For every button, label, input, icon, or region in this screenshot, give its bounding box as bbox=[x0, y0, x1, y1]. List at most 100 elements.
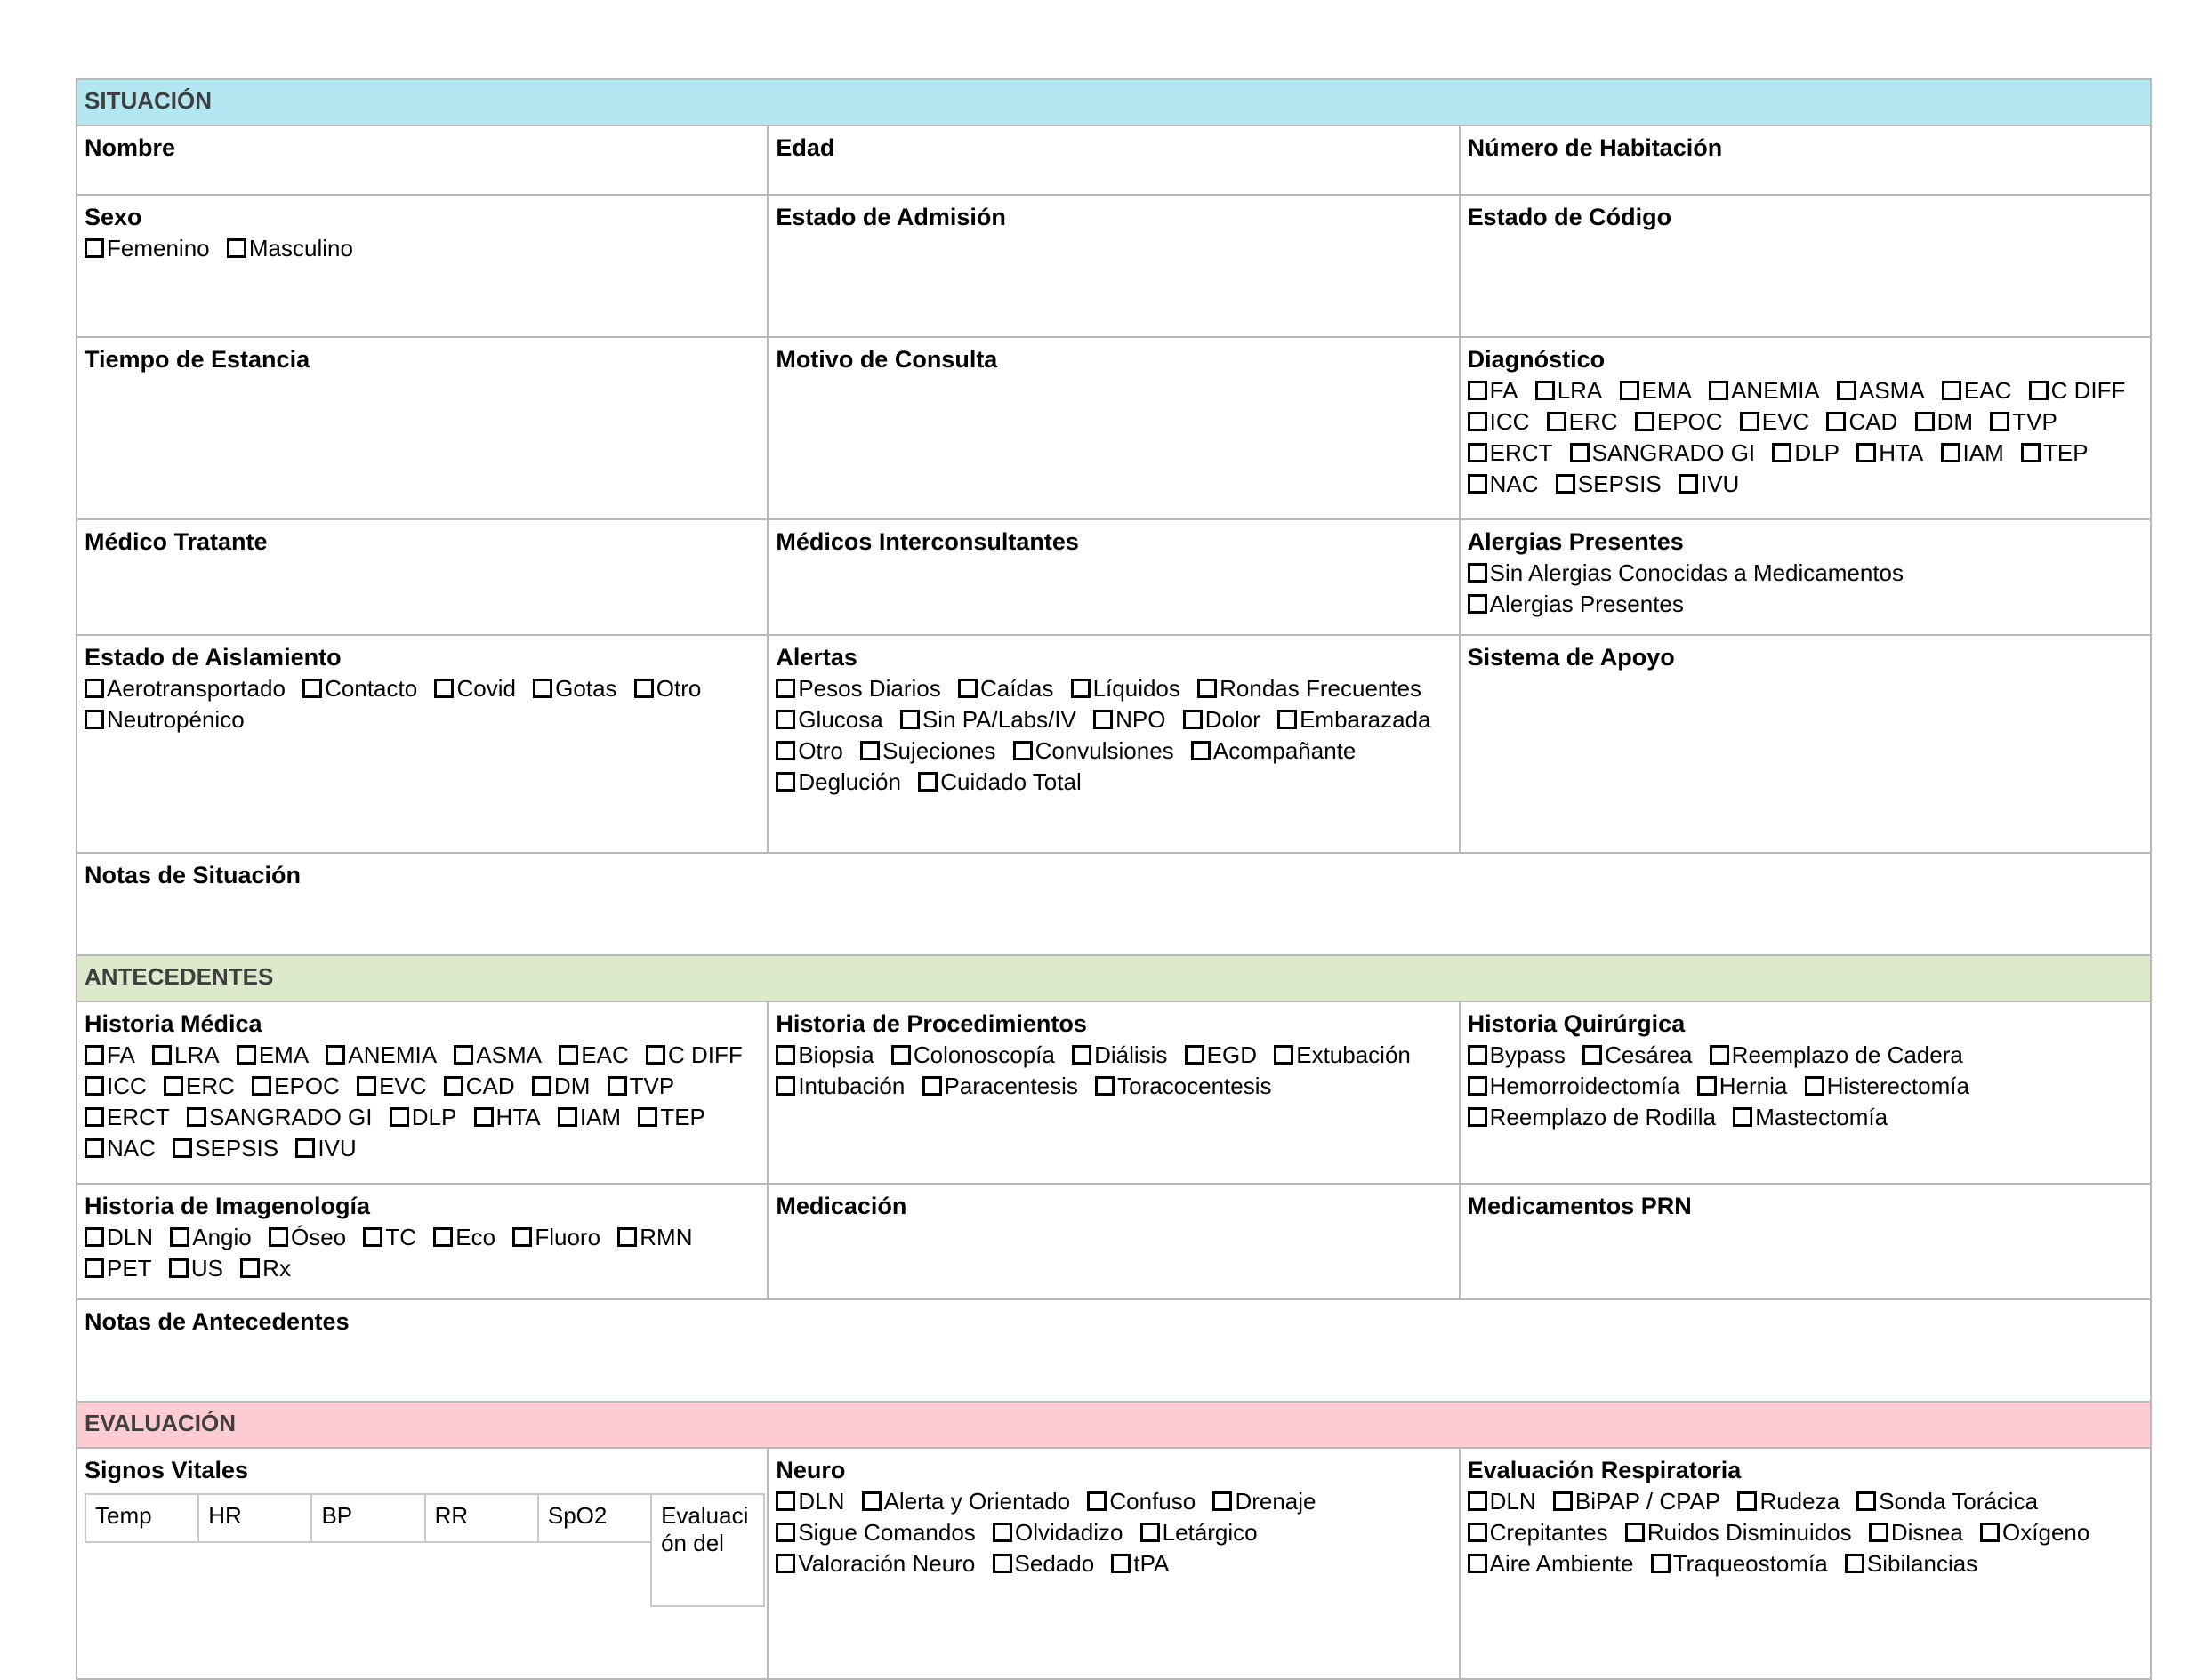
checkbox-option[interactable]: Sonda Torácica bbox=[1856, 1486, 2038, 1517]
checkbox-option[interactable]: EPOC bbox=[252, 1071, 340, 1102]
checkbox-icon[interactable] bbox=[1197, 679, 1218, 698]
checkbox-option[interactable]: ERCT bbox=[85, 1102, 170, 1133]
checkbox-option[interactable]: NPO bbox=[1093, 704, 1165, 736]
checkbox-icon[interactable] bbox=[1856, 1491, 1877, 1511]
checkbox-icon[interactable] bbox=[168, 1258, 189, 1278]
checkbox-icon[interactable] bbox=[1569, 443, 1590, 462]
checkbox-option[interactable]: Alerta y Orientado bbox=[861, 1486, 1070, 1517]
checkbox-option[interactable]: DLP bbox=[1772, 438, 1840, 469]
checkbox-icon[interactable] bbox=[252, 1076, 272, 1096]
checkbox-option[interactable]: Neutropénico bbox=[85, 704, 245, 736]
checkbox-icon[interactable] bbox=[85, 679, 104, 698]
checkbox-icon[interactable] bbox=[85, 710, 104, 729]
checkbox-option[interactable]: Colonoscopía bbox=[890, 1040, 1055, 1071]
checkbox-icon[interactable] bbox=[1467, 563, 1487, 583]
checkbox-option[interactable]: TEP bbox=[2020, 438, 2089, 469]
cell-nombre[interactable]: Nombre bbox=[75, 125, 769, 196]
cell-medicamentos-prn[interactable]: Medicamentos PRN bbox=[1458, 1183, 2153, 1300]
checkbox-icon[interactable] bbox=[1739, 412, 1759, 431]
vitals-col-evaluacion-del[interactable]: Evaluación del bbox=[650, 1493, 766, 1607]
checkbox-icon[interactable] bbox=[633, 679, 654, 698]
checkbox-option[interactable]: C DIFF bbox=[645, 1040, 743, 1071]
vitals-col-hr[interactable]: HR bbox=[197, 1493, 313, 1543]
checkbox-icon[interactable] bbox=[85, 1227, 104, 1247]
checkbox-icon[interactable] bbox=[776, 1554, 796, 1573]
checkbox-option[interactable]: Confuso bbox=[1087, 1486, 1196, 1517]
checkbox-icon[interactable] bbox=[1212, 1491, 1233, 1511]
checkbox-option[interactable]: FA bbox=[85, 1040, 135, 1071]
checkbox-icon[interactable] bbox=[1467, 443, 1487, 462]
checkbox-option[interactable]: ERCT bbox=[1467, 438, 1552, 469]
checkbox-icon[interactable] bbox=[1856, 443, 1877, 462]
checkbox-icon[interactable] bbox=[1990, 412, 2010, 431]
checkbox-option[interactable]: LRA bbox=[1534, 375, 1602, 406]
checkbox-option[interactable]: Histerectomía bbox=[1804, 1071, 1969, 1102]
checkbox-icon[interactable] bbox=[433, 1227, 454, 1247]
checkbox-option[interactable]: TVP bbox=[607, 1071, 674, 1102]
checkbox-option[interactable]: Bypass bbox=[1467, 1040, 1566, 1071]
checkbox-option[interactable]: EAC bbox=[1941, 375, 2011, 406]
checkbox-icon[interactable] bbox=[454, 1045, 474, 1065]
checkbox-icon[interactable] bbox=[434, 679, 455, 698]
checkbox-option[interactable]: SANGRADO GI bbox=[187, 1102, 373, 1133]
checkbox-option[interactable]: Cesárea bbox=[1582, 1040, 1692, 1071]
cell-medicacion[interactable]: Medicación bbox=[767, 1183, 1461, 1300]
checkbox-icon[interactable] bbox=[922, 1076, 942, 1096]
checkbox-icon[interactable] bbox=[607, 1076, 627, 1096]
cell-estado-aislamiento[interactable]: Estado de Aislamiento Aerotransportado C… bbox=[75, 634, 769, 854]
checkbox-icon[interactable] bbox=[2020, 443, 2041, 462]
checkbox-icon[interactable] bbox=[302, 679, 323, 698]
checkbox-option[interactable]: PET bbox=[85, 1253, 152, 1284]
checkbox-option[interactable]: SEPSIS bbox=[173, 1133, 278, 1164]
checkbox-option[interactable]: Rudeza bbox=[1737, 1486, 1840, 1517]
checkbox-icon[interactable] bbox=[1582, 1045, 1603, 1065]
checkbox-option[interactable]: HTA bbox=[1856, 438, 1923, 469]
checkbox-icon[interactable] bbox=[236, 1045, 256, 1065]
vitals-col-temp[interactable]: Temp bbox=[85, 1493, 200, 1543]
cell-historia-procedimientos[interactable]: Historia de Procedimientos Biopsia Colon… bbox=[767, 1001, 1461, 1185]
checkbox-icon[interactable] bbox=[1190, 741, 1211, 760]
checkbox-icon[interactable] bbox=[557, 1107, 577, 1127]
checkbox-option[interactable]: Drenaje bbox=[1212, 1486, 1316, 1517]
checkbox-option[interactable]: IAM bbox=[1940, 438, 2004, 469]
checkbox-icon[interactable] bbox=[1467, 1523, 1487, 1542]
checkbox-option[interactable]: DLN bbox=[776, 1486, 844, 1517]
checkbox-icon[interactable] bbox=[295, 1138, 316, 1158]
checkbox-icon[interactable] bbox=[512, 1227, 533, 1247]
checkbox-option[interactable]: Líquidos bbox=[1070, 673, 1180, 704]
checkbox-icon[interactable] bbox=[1467, 1076, 1487, 1096]
checkbox-icon[interactable] bbox=[85, 1045, 104, 1065]
cell-medico-tratante[interactable]: Médico Tratante bbox=[75, 518, 769, 636]
checkbox-icon[interactable] bbox=[443, 1076, 463, 1096]
vitals-col-bp[interactable]: BP bbox=[310, 1493, 426, 1543]
checkbox-option[interactable]: Rx bbox=[240, 1253, 291, 1284]
checkbox-icon[interactable] bbox=[890, 1045, 911, 1065]
checkbox-option[interactable]: Convulsiones bbox=[1012, 736, 1174, 767]
checkbox-option[interactable]: Glucosa bbox=[776, 704, 883, 736]
checkbox-icon[interactable] bbox=[357, 1076, 377, 1096]
checkbox-icon[interactable] bbox=[152, 1045, 173, 1065]
checkbox-icon[interactable] bbox=[776, 1523, 796, 1542]
cell-sexo[interactable]: Sexo Femenino Masculino bbox=[75, 194, 769, 338]
checkbox-option[interactable]: EMA bbox=[236, 1040, 309, 1071]
checkbox-option[interactable]: Biopsia bbox=[776, 1040, 874, 1071]
cell-alertas[interactable]: Alertas Pesos Diarios Caídas Líquidos Ro… bbox=[767, 634, 1461, 854]
checkbox-icon[interactable] bbox=[1678, 474, 1698, 494]
checkbox-option[interactable]: Contacto bbox=[302, 673, 417, 704]
checkbox-icon[interactable] bbox=[1555, 474, 1575, 494]
checkbox-option[interactable]: ERC bbox=[1546, 406, 1618, 438]
checkbox-option[interactable]: Masculino bbox=[226, 233, 353, 264]
checkbox-option[interactable]: Angio bbox=[170, 1222, 252, 1253]
checkbox-icon[interactable] bbox=[899, 710, 920, 729]
checkbox-option[interactable]: Mastectomía bbox=[1733, 1102, 1888, 1133]
checkbox-option[interactable]: Aire Ambiente bbox=[1467, 1548, 1634, 1580]
checkbox-option[interactable]: US bbox=[168, 1253, 223, 1284]
cell-medicos-interconsultantes[interactable]: Médicos Interconsultantes bbox=[767, 518, 1461, 636]
checkbox-option[interactable]: BiPAP / CPAP bbox=[1552, 1486, 1720, 1517]
checkbox-icon[interactable] bbox=[240, 1258, 261, 1278]
checkbox-icon[interactable] bbox=[1070, 679, 1091, 698]
checkbox-option[interactable]: DLN bbox=[1467, 1486, 1536, 1517]
checkbox-icon[interactable] bbox=[1826, 412, 1847, 431]
checkbox-option[interactable]: RMN bbox=[617, 1222, 692, 1253]
checkbox-icon[interactable] bbox=[1980, 1523, 2001, 1542]
